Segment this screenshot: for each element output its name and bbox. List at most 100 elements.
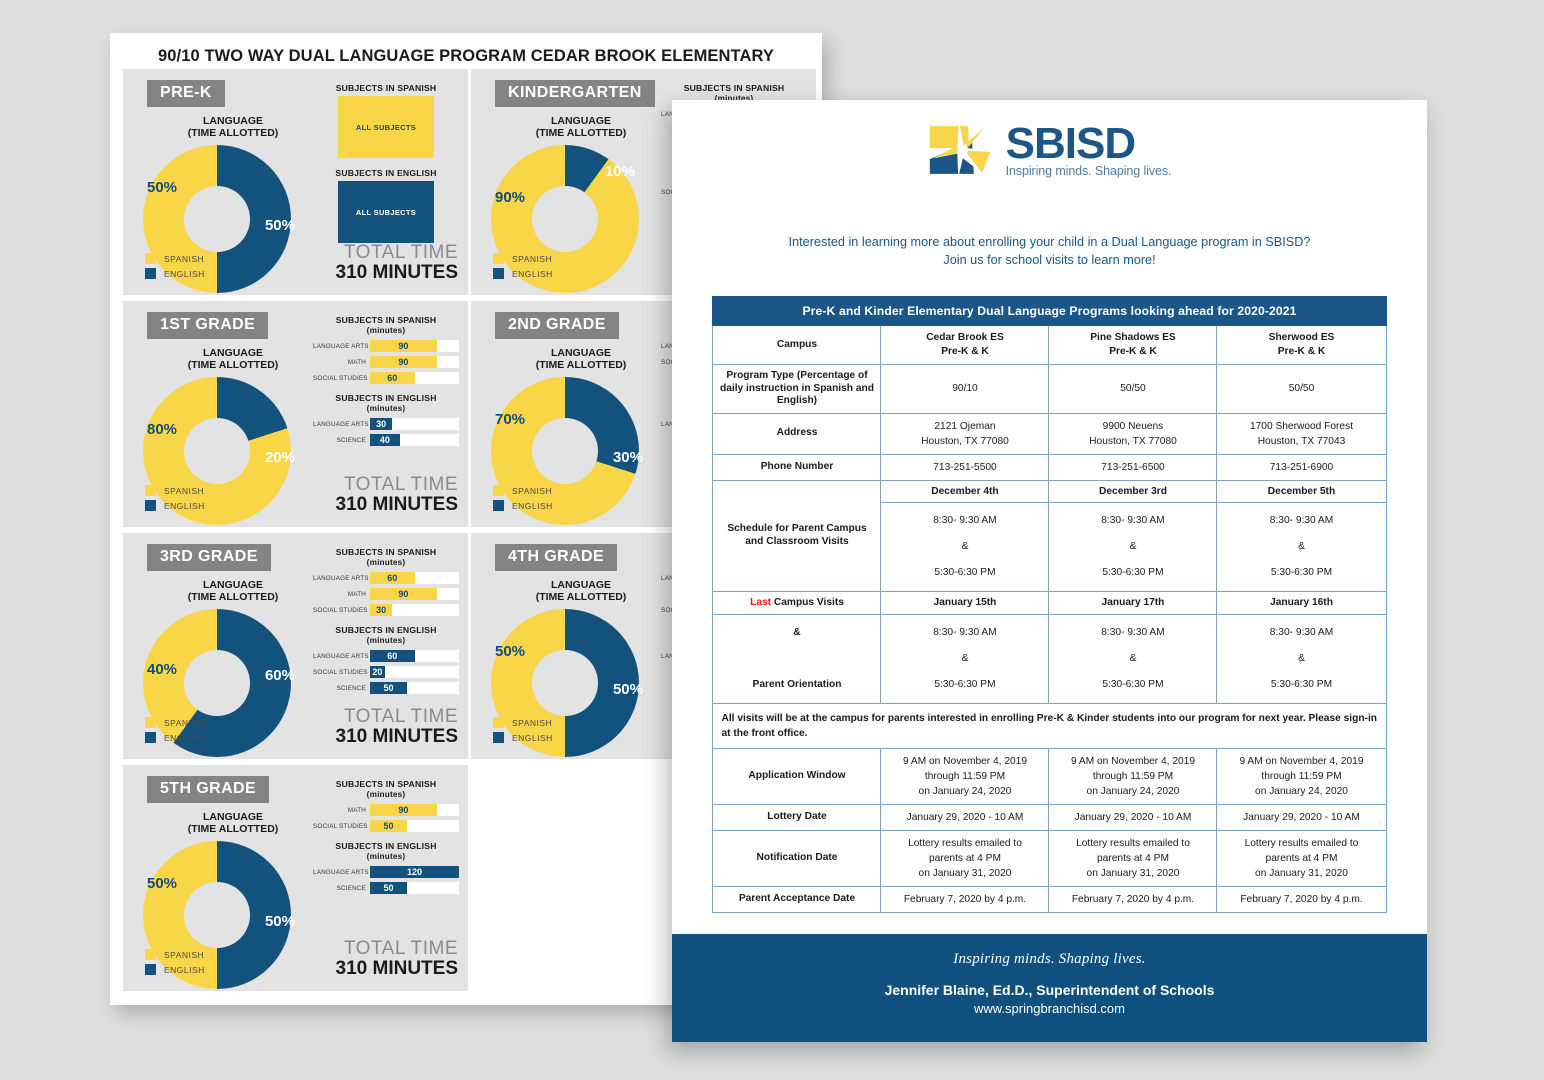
subject-bar-value: 50	[383, 883, 394, 893]
legend-swatch-spanish	[145, 253, 156, 264]
row-label: Lottery Date	[712, 804, 882, 831]
grade-badge: 3RD GRADE	[147, 544, 271, 571]
legend-item-spanish: SPANISH	[145, 949, 205, 960]
subject-label: LANGUAGE ARTS	[313, 868, 369, 876]
subject-bar-fill	[370, 882, 408, 894]
subject-bar-fill	[370, 866, 459, 878]
table-row: Application Window 9 AM on November 4, 20…	[712, 748, 1387, 805]
chart-legend: SPANISH ENGLISH	[145, 717, 205, 747]
subject-bar-value: 60	[387, 373, 398, 383]
legend-item-spanish: SPANISH	[145, 253, 205, 264]
subjects-english-heading: SUBJECTS IN ENGLISH	[335, 168, 437, 178]
total-time-block: TOTAL TIME 310 MINUTES	[336, 475, 458, 515]
total-time-block: TOTAL TIME 310 MINUTES	[336, 707, 458, 747]
chart-legend: SPANISH ENGLISH	[145, 253, 205, 283]
subject-bar-fill	[370, 820, 408, 832]
language-caption: LANGUAGE (TIME ALLOTTED)	[535, 579, 627, 603]
subject-bar-fill	[370, 434, 400, 446]
legend-swatch-english	[493, 268, 504, 279]
table-row: Campus Cedar Brook ES Pre-K & K Pine Shadow…	[712, 325, 1387, 365]
subjects-section: SUBJECTS IN SPANISH(minutes) LANGUAGE AR…	[313, 315, 459, 446]
donut-label-english: 60%	[264, 667, 295, 684]
subject-bar-row: SOCIAL STUDIES 60	[313, 372, 459, 384]
subject-bar-track: 30	[370, 604, 459, 616]
total-time-value: 310 MINUTES	[335, 958, 458, 979]
subject-bar-row: MATH 90	[313, 588, 459, 600]
subject-bar-row: SOCIAL STUDIES 30	[313, 604, 459, 616]
subject-bar-value: 50	[383, 683, 394, 693]
subject-bar-row: SOCIAL STUDIES 20	[313, 666, 459, 678]
chart-legend: SPANISH ENGLISH	[145, 485, 205, 515]
table-row-schedule-dates: Schedule for Parent Campus and Classroom …	[712, 479, 1387, 592]
subject-bar-row: SCIENCE 50	[313, 882, 459, 894]
subject-bar-value: 90	[398, 589, 409, 599]
table-cell: 9 AM on November 4, 2019 through 11:59 PM…	[1216, 748, 1387, 805]
subjects-spanish-heading: SUBJECTS IN SPANISH(minutes)	[335, 315, 437, 335]
table-row: Address 2121 Ojeman Houston, TX 77080 9900 …	[712, 412, 1387, 455]
grade-badge: PRE-K	[147, 80, 225, 107]
last-visit-time-cell: 8:30- 9:30 AM & 5:30-6:30 PM	[1216, 614, 1387, 704]
subjects-english-heading: SUBJECTS IN ENGLISH(minutes)	[335, 625, 437, 645]
language-caption: LANGUAGE (TIME ALLOTTED)	[535, 347, 627, 371]
subject-bar-value: 20	[372, 667, 383, 677]
chart-legend: SPANISH ENGLISH	[493, 717, 553, 747]
row-label-orientation: & Parent Orientation	[712, 614, 882, 704]
sbisd-star-logo-icon	[929, 122, 992, 178]
subject-bar-track: 90	[370, 804, 459, 816]
legend-label-spanish: SPANISH	[512, 485, 553, 496]
subject-label: LANGUAGE ARTS	[313, 342, 369, 350]
language-donut-chart	[491, 145, 639, 293]
donut-label-spanish: 70%	[495, 411, 526, 428]
row-label: Phone Number	[712, 453, 882, 481]
page-footer: Inspiring minds. Shaping lives. Jennifer…	[672, 931, 1427, 1042]
subject-bar-track: 60	[370, 572, 459, 584]
logo-tagline: Inspiring minds. Shaping lives.	[1005, 164, 1172, 178]
logo-brand-text: SBISD	[1005, 119, 1136, 168]
footer-website[interactable]: www.springbranchisd.com	[973, 1001, 1125, 1016]
donut-label-spanish: 50%	[147, 875, 178, 892]
subject-bar-track: 90	[370, 588, 459, 600]
donut-label-english: 10%	[604, 163, 635, 180]
subject-label: SOCIAL STUDIES	[313, 668, 368, 676]
donut-wrapper: 80% 20%	[143, 377, 303, 537]
table-cell: Lottery results emailed to parents at 4 P…	[880, 830, 1050, 887]
subject-bar-value: 60	[387, 651, 398, 661]
total-time-block: TOTAL TIME 310 MINUTES	[336, 243, 458, 283]
table-cell: February 7, 2020 by 4 p.m.	[1216, 886, 1387, 913]
row-label: Program Type (Percentage of daily instru…	[712, 364, 882, 414]
subjects-section: SUBJECTS IN SPANISH(minutes) LANGUAGE AR…	[313, 547, 459, 694]
total-time-label: TOTAL TIME	[343, 474, 458, 495]
donut-label-spanish: 40%	[147, 661, 178, 678]
subject-label: LANGUAGE ARTS	[313, 420, 369, 428]
schedule-date-cell: December 3rd	[1048, 479, 1218, 503]
subject-bar-value: 50	[383, 821, 394, 831]
legend-label-spanish: SPANISH	[512, 253, 553, 264]
donut-wrapper: 40% 60%	[143, 609, 303, 769]
legend-label-spanish: SPANISH	[512, 717, 553, 728]
subject-bar-track: 40	[370, 434, 459, 446]
subject-bar-value: 120	[406, 867, 423, 877]
table-row: Phone Number 713-251-5500 713-251-6500 713-…	[712, 453, 1387, 481]
total-time-block: TOTAL TIME 310 MINUTES	[336, 939, 458, 979]
table-row: Lottery Date January 29, 2020 - 10 AM Janu…	[712, 804, 1387, 831]
language-donut-chart	[143, 377, 291, 525]
legend-label-english: ENGLISH	[164, 964, 205, 975]
legend-item-spanish: SPANISH	[145, 485, 205, 496]
legend-item-spanish: SPANISH	[493, 717, 553, 728]
subject-bar-track: 50	[370, 820, 459, 832]
legend-label-english: ENGLISH	[512, 500, 553, 511]
subject-label: SCIENCE	[336, 436, 366, 444]
last-visit-date-cell: January 16th	[1216, 590, 1387, 615]
table-cell: 9 AM on November 4, 2019 through 11:59 PM…	[880, 748, 1050, 805]
grade-panel: 3RD GRADE LANGUAGE (TIME ALLOTTED) 40% 60%…	[123, 533, 468, 759]
subject-bar-track: 90	[370, 340, 459, 352]
schedule-time-cell: 8:30- 9:30 AM & 5:30-6:30 PM	[880, 501, 1050, 592]
table-row: Program Type (Percentage of daily instru…	[712, 364, 1387, 414]
legend-label-english: ENGLISH	[164, 732, 205, 743]
donut-label-spanish: 50%	[495, 643, 526, 660]
legend-label-english: ENGLISH	[164, 500, 205, 511]
table-cell: 9900 Neuens Houston, TX 77080	[1048, 412, 1218, 455]
subject-label: SCIENCE	[336, 884, 366, 892]
visits-note: All visits will be at the campus for par…	[712, 703, 1387, 749]
chart-legend: SPANISH ENGLISH	[493, 485, 553, 515]
